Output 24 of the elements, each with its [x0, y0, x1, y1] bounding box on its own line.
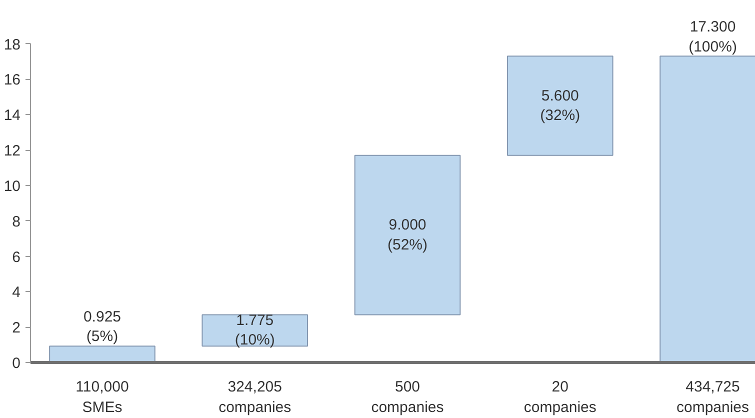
data-label: 1.775 (10%): [234, 312, 275, 349]
data-label: 9.000 (52%): [387, 216, 428, 254]
y-tick-label: 14: [4, 107, 21, 124]
y-tick-label: 10: [4, 178, 21, 195]
data-label: 0.925 (5%): [83, 308, 122, 346]
y-tick-label: 4: [12, 284, 20, 302]
y-tick-label: 16: [4, 72, 21, 89]
x-tick-label: 324,205 companies: [218, 378, 292, 416]
y-tick-label: 0: [12, 355, 20, 372]
data-label: 5.600 (32%): [540, 87, 580, 124]
x-tick-label: 500 companies: [371, 378, 444, 416]
y-tick-label: 18: [4, 36, 21, 54]
x-tick-label: 20 companies: [524, 378, 596, 416]
x-tick-label: 434,725 companies: [676, 378, 750, 416]
bar: [202, 314, 308, 347]
y-tick-label: 2: [12, 320, 20, 337]
x-tick-label: 110,000 SMEs: [76, 378, 129, 416]
bar: [354, 154, 461, 316]
y-tick-label: 6: [12, 248, 20, 266]
bar: [506, 56, 614, 156]
y-tick-label: 12: [4, 142, 21, 160]
data-label: 17.300 (100%): [688, 18, 737, 56]
bar: [49, 346, 156, 362]
y-tick-label: 8: [12, 213, 20, 230]
